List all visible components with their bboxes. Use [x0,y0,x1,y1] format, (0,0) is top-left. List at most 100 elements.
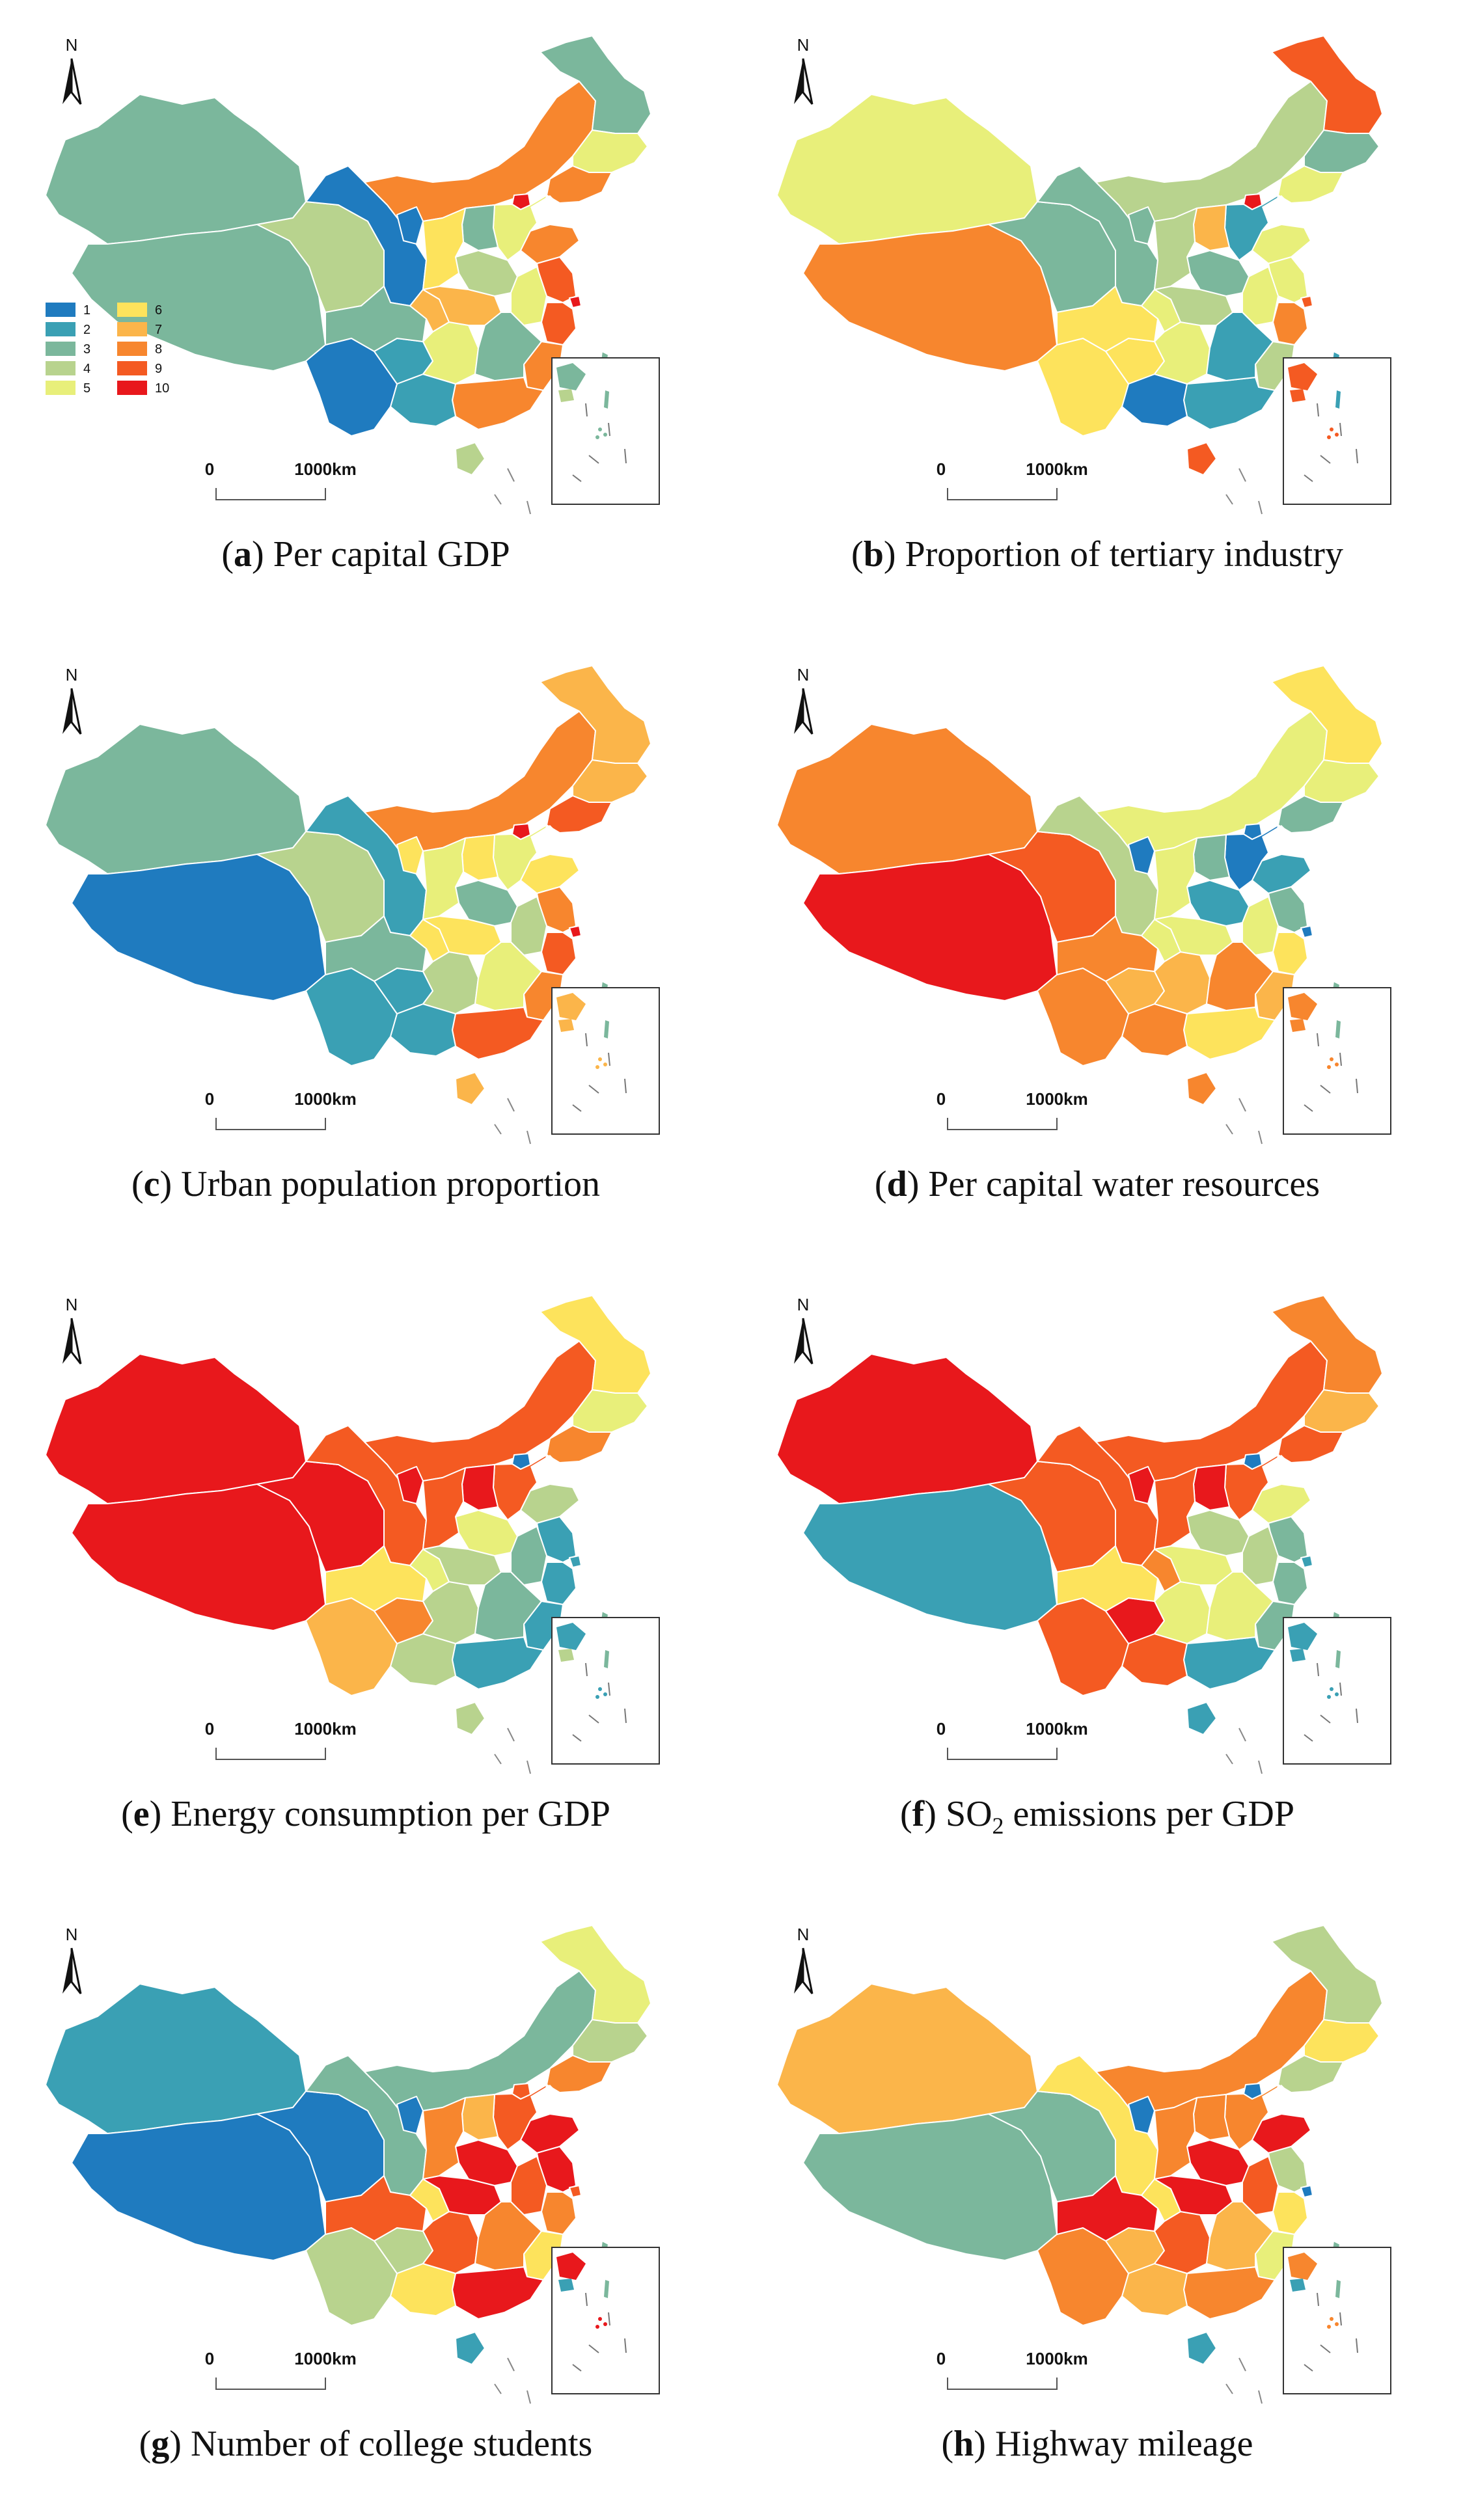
caption-title: Per capital GDP [273,534,510,575]
region-jilin [1304,129,1380,173]
region-jilin [572,129,648,173]
caption-c: (c) Urban population proportion [131,1164,601,1204]
scale-bar: 0 1000km [205,1719,357,1760]
sea-boundary-dash [507,1727,515,1742]
scale-zero-label: 0 [937,1089,946,1109]
sea-boundary-dash [1258,500,1263,515]
region-sichuan [1056,2175,1158,2242]
region-heilongjiang [540,1925,651,2024]
region-sichuan [1056,915,1158,982]
region-heilongjiang [1271,1925,1383,2024]
north-arrow-icon: N [62,1925,82,1994]
region-xinjiang [45,1353,307,1504]
region-hunan [422,321,479,385]
region-sichuan [325,1545,427,1612]
north-label: N [66,1925,78,1944]
scale-distance-label: 1000km [294,459,356,479]
scale-zero-label: 0 [937,1719,946,1739]
region-xinjiang [776,1353,1038,1504]
region-tibet [802,224,1058,372]
map-e: N 0 1000km [45,1295,660,1774]
legend-swatch-7 [117,322,147,336]
region-shanxi [1193,204,1230,251]
region-zhejiang [1272,2191,1308,2235]
scale-bar: 0 1000km [937,459,1088,500]
sea-boundary-dash [1238,1098,1246,1112]
region-zhejiang [1272,932,1308,975]
map-h: N 0 1000km [776,1925,1391,2404]
region-shanxi [461,1464,499,1511]
region-tibet [71,2113,326,2261]
legend-swatch-10 [117,381,147,395]
north-label: N [797,1295,810,1314]
north-label: N [797,665,810,684]
legend-swatch-5 [46,381,75,395]
sea-boundary-dash [1225,1754,1233,1765]
north-label: N [797,1925,810,1944]
map-b: N 0 1000km [776,35,1391,515]
region-sichuan [1056,286,1158,352]
region-hunan [1154,2211,1210,2274]
caption-e: (e) Energy consumption per GDP [121,1794,610,1834]
north-arrow-icon: N [794,1295,814,1364]
sea-boundary-dash [1225,1124,1233,1135]
region-ningxia [396,2096,424,2134]
sea-boundary-dash [526,500,531,515]
scale-bar: 0 1000km [937,2349,1088,2390]
caption-letter: d [886,1164,907,1204]
sea-boundary-dash [1258,2390,1263,2404]
legend: 1 2 3 4 5 6 7 8 9 10 [46,303,169,396]
region-hainan [455,1701,485,1735]
north-arrow-icon: N [794,665,814,735]
region-tibet [71,854,326,1001]
legend-swatch-6 [117,303,147,317]
panel-d: N 0 1000km (d) Per capital water resources [731,630,1463,1260]
region-shanxi [1193,2094,1230,2141]
region-ningxia [1128,206,1155,245]
region-xinjiang [45,1983,307,2134]
region-xinjiang [776,1983,1038,2134]
region-hainan [455,2331,485,2365]
region-xinjiang [776,94,1038,245]
region-jilin [1304,759,1380,803]
legend-swatch-8 [117,342,147,356]
region-hunan [422,2211,479,2274]
region-tibet [71,1484,326,1631]
region-shanghai [1300,1555,1313,1568]
north-arrow-icon: N [62,665,82,735]
region-ningxia [1128,836,1155,874]
region-jilin [1304,2019,1380,2063]
legend-swatch-9 [117,361,147,375]
map-f: N 0 1000km [776,1295,1391,1774]
scale-bar: 0 1000km [205,2349,357,2390]
region-hainan [455,1072,485,1105]
legend-label-10: 10 [155,381,169,396]
caption-title: Per capital water resources [928,1164,1320,1204]
region-jilin [1304,1389,1380,1433]
north-arrow-icon: N [794,35,814,105]
region-ningxia [396,836,424,874]
region-heilongjiang [1271,665,1383,764]
region-sichuan [1056,1545,1158,1612]
region-jiangxi [1206,2201,1274,2271]
caption-title: Highway mileage [994,2424,1253,2464]
caption-a: (a) Per capital GDP [221,534,510,575]
legend-swatch-2 [46,322,75,336]
region-jilin [572,759,648,803]
north-arrow-icon: N [794,1925,814,1994]
caption-title: Number of college students [190,2424,593,2464]
south-china-sea-inset [1283,2247,1391,2394]
region-ningxia [396,206,424,245]
region-heilongjiang [540,1295,651,1394]
sea-boundary-dash [526,1760,531,1774]
legend-swatch-1 [46,303,75,317]
region-sichuan [325,2175,427,2242]
scale-zero-label: 0 [205,1719,214,1739]
south-china-sea-inset [551,987,660,1135]
region-jiangxi [1206,1571,1274,1641]
scale-zero-label: 0 [937,459,946,479]
legend-label-5: 5 [83,381,90,396]
scale-distance-label: 1000km [294,2349,356,2368]
bohai-sea [530,825,560,854]
